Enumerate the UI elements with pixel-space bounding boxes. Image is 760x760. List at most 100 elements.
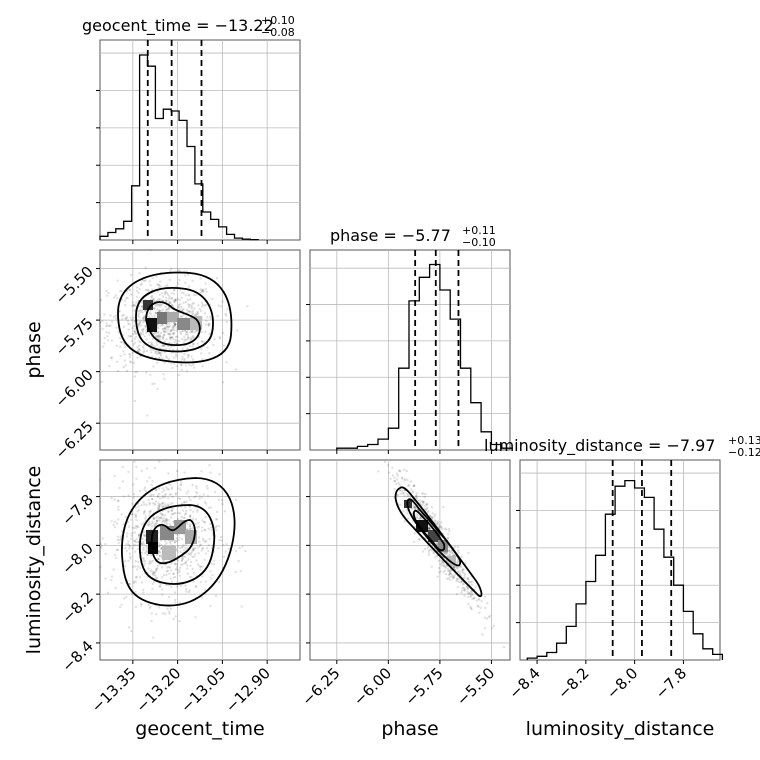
scatter-point: [100, 321, 102, 324]
scatter-point: [198, 308, 201, 311]
scatter-point: [135, 301, 138, 304]
scatter-point: [433, 515, 436, 518]
scatter-point: [461, 568, 464, 571]
scatter-point: [393, 488, 396, 491]
scatter-point: [101, 345, 105, 348]
scatter-point: [160, 303, 164, 306]
scatter-point: [207, 323, 210, 326]
hist-bar-geocent_time: [108, 233, 116, 241]
scatter-point: [191, 334, 195, 338]
scatter-point: [183, 359, 186, 362]
scatter-point: [137, 344, 141, 347]
scatter-point: [161, 324, 165, 327]
scatter-point: [199, 565, 202, 569]
scatter-point: [127, 322, 130, 325]
scatter-point: [204, 552, 208, 555]
scatter-point: [403, 494, 406, 497]
scatter-point: [415, 516, 419, 520]
scatter-point: [147, 524, 151, 527]
scatter-point: [150, 295, 153, 299]
scatter-point: [447, 533, 450, 536]
contour-20-outer: [121, 477, 236, 607]
scatter-point: [188, 525, 192, 528]
scatter-point: [160, 351, 163, 354]
scatter-point: [416, 514, 419, 518]
scatter-point: [467, 551, 470, 555]
scatter-point: [125, 317, 128, 320]
scatter-point: [203, 304, 207, 307]
scatter-point: [191, 345, 194, 348]
scatter-point: [138, 533, 141, 536]
scatter-point: [188, 589, 191, 592]
scatter-point: [128, 323, 131, 326]
scatter-point: [178, 308, 181, 311]
density-cell-10-0: [143, 300, 153, 310]
scatter-point: [200, 289, 204, 292]
scatter-point: [141, 328, 144, 332]
scatter-point: [155, 521, 158, 525]
scatter-point: [215, 528, 218, 532]
scatter-point: [156, 495, 159, 498]
scatter-point: [414, 496, 417, 499]
scatter-point: [185, 331, 189, 334]
scatter-point: [165, 338, 168, 341]
scatter-point: [120, 581, 123, 585]
scatter-point: [200, 596, 204, 599]
scatter-point: [158, 551, 161, 554]
scatter-point: [151, 382, 154, 386]
scatter-point: [181, 308, 184, 312]
scatter-point: [145, 331, 148, 334]
scatter-point: [466, 577, 469, 580]
scatter-point: [146, 523, 150, 526]
scatter-point: [442, 505, 445, 509]
contour-21-mid: [406, 498, 462, 567]
scatter-point: [417, 499, 420, 502]
title-luminosity-distance: luminosity_distance = −7.97 +0.13 −0.12: [484, 434, 760, 459]
scatter-point: [144, 279, 147, 282]
scatter-point: [167, 504, 170, 507]
scatter-point: [398, 503, 402, 506]
scatter-point: [167, 332, 171, 335]
scatter-point: [198, 497, 201, 500]
scatter-point: [234, 570, 237, 574]
scatter-point: [130, 361, 133, 364]
hist-bar-phase: [461, 368, 471, 450]
scatter-point: [158, 555, 161, 558]
scatter-point: [130, 534, 133, 537]
scatter-point: [209, 471, 212, 474]
scatter-point: [161, 506, 164, 509]
scatter-point: [184, 338, 187, 342]
scatter-point: [189, 564, 192, 567]
scatter-point: [214, 490, 217, 494]
hist-bar-luminosity_distance: [683, 611, 693, 660]
scatter-point: [84, 524, 86, 526]
scatter-point: [152, 307, 156, 310]
scatter-point: [467, 577, 470, 580]
scatter-point: [407, 517, 410, 520]
scatter-point: [148, 511, 152, 514]
scatter-point: [165, 570, 168, 573]
scatter-point: [163, 330, 166, 333]
scatter-point: [159, 516, 162, 519]
scatter-point: [194, 495, 198, 498]
scatter-point: [455, 579, 458, 583]
scatter-point: [459, 581, 463, 584]
scatter-point: [244, 549, 247, 553]
scatter-point: [163, 344, 166, 347]
scatter-point: [124, 364, 128, 367]
scatter-point: [238, 546, 241, 550]
scatter-point: [202, 539, 205, 542]
scatter-point: [113, 526, 117, 529]
scatter-point: [121, 314, 124, 317]
scatter-point: [141, 551, 144, 554]
scatter-point: [148, 520, 151, 523]
scatter-point: [159, 335, 162, 338]
scatter-point: [210, 562, 213, 565]
hist-bar-geocent_time: [203, 212, 211, 240]
scatter-point: [153, 571, 156, 574]
scatter-point: [407, 494, 410, 497]
scatter-point: [173, 322, 176, 325]
scatter-point: [194, 518, 198, 521]
scatter-point: [436, 522, 439, 525]
scatter-point: [133, 329, 136, 332]
